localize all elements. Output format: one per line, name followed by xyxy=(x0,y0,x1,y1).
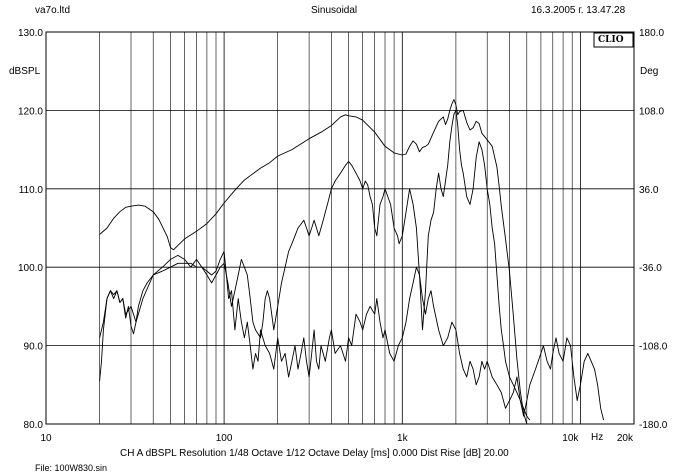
x-tick-label: 100 xyxy=(216,433,233,444)
footer-settings: CH A dBSPL Resolution 1/48 Octave 1/12 O… xyxy=(120,448,509,459)
series-line-2 xyxy=(99,251,605,421)
plot-frame xyxy=(45,31,635,425)
y2-tick-label: -180.0 xyxy=(639,420,668,431)
header-left: va7o.ltd xyxy=(35,5,71,16)
y2-tick-label: 36.0 xyxy=(639,185,659,196)
y-tick-label: 80.0 xyxy=(24,420,44,431)
header-timestamp: 16.3.2005 г. 13.47.28 xyxy=(531,5,626,16)
brand-logo: CLIO xyxy=(598,35,624,45)
y-tick-label: 90.0 xyxy=(24,342,44,353)
y2-tick-label: 180.0 xyxy=(639,28,664,39)
gridlines xyxy=(46,32,634,424)
x-tick-label: 10k xyxy=(562,433,579,444)
y-tick-label: 120.0 xyxy=(18,106,43,117)
series-line-3 xyxy=(99,99,528,425)
chart-title: Sinusoidal xyxy=(311,5,358,16)
y-axis-label: dBSPL xyxy=(9,66,41,77)
y-tick-label: 100.0 xyxy=(18,263,43,274)
footer-file: File: 100W830.sin xyxy=(35,463,108,473)
y-tick-label: 110.0 xyxy=(19,185,44,196)
x-tick-label: 1k xyxy=(397,433,409,444)
series-layer xyxy=(99,99,605,425)
y2-tick-label: -108.0 xyxy=(639,342,668,353)
x-tick-label: 10 xyxy=(40,433,52,444)
x-tick-label: 20k xyxy=(617,433,634,444)
x-unit-label: Hz xyxy=(591,432,604,443)
series-line-1 xyxy=(99,109,531,421)
y-tick-label: 130.0 xyxy=(18,28,43,39)
y2-tick-label: 108.0 xyxy=(639,106,664,117)
brand-box xyxy=(593,32,634,48)
y2-tick-label: -36.0 xyxy=(639,263,662,274)
y2-axis-label: Deg xyxy=(640,66,659,77)
axis-labels: 10 100 1k 10k 20k 80.0 90.0 100.0 110.0 120.0 130.… xyxy=(18,28,668,444)
